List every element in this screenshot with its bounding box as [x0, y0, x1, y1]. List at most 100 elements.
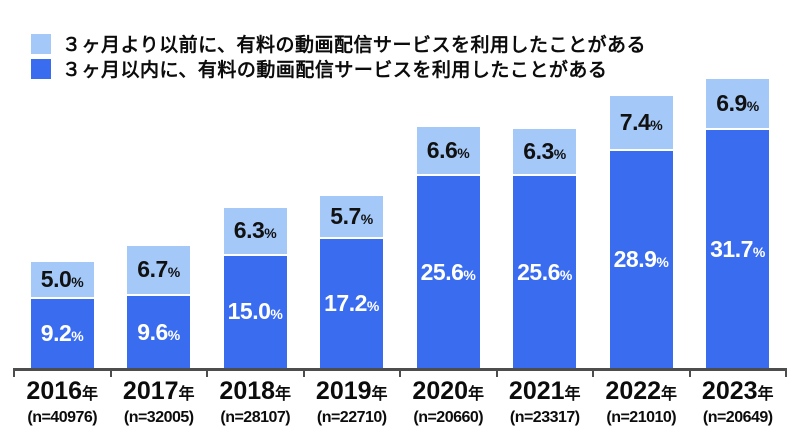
segment-recent-2019: 17.2%	[320, 239, 384, 368]
bar-zone-2020: 6.6% 25.6%	[400, 0, 497, 368]
legend-item-recent: ３ヶ月以内に、有料の動画配信サービスを利用したことがある	[31, 56, 646, 81]
year-suffix: 年	[178, 386, 195, 403]
segment-recent-2022: 28.9%	[609, 151, 673, 368]
segment-recent-2018: 15.0%	[223, 255, 287, 368]
sample-size-label-2023: (n=20649)	[702, 409, 773, 426]
percent-sign: %	[264, 225, 277, 242]
year-suffix: 年	[661, 386, 678, 403]
value-label-past-2020: 6.6%	[426, 136, 470, 163]
sample-size-label-2018: (n=28107)	[220, 409, 291, 426]
segment-recent-2017: 9.6%	[127, 296, 191, 368]
percent-sign: %	[167, 326, 181, 343]
stacked-bar-2016: 5.0% 9.2%	[30, 261, 94, 368]
stacked-bar-2022: 7.4% 28.9%	[609, 95, 673, 368]
percent-sign: %	[71, 328, 84, 344]
sample-size-label-2022: (n=21010)	[606, 409, 677, 426]
value-label-recent-2020: 25.6%	[420, 258, 476, 285]
year-suffix: 年	[757, 386, 774, 403]
bar-column-2019: 5.7% 17.2% 2019年 (n=22710)	[304, 0, 401, 443]
value-label-past-2019: 5.7%	[330, 203, 374, 230]
segment-recent-2023: 31.7%	[706, 130, 770, 368]
bar-column-2023: 6.9% 31.7% 2023年 (n=20649)	[690, 0, 787, 443]
x-axis-label-2023: 2023年	[701, 377, 774, 405]
segment-past-2019: 5.7%	[320, 196, 384, 237]
bar-zone-2021: 6.3% 25.6%	[497, 0, 594, 368]
sample-size-label-2016: (n=40976)	[27, 409, 98, 426]
x-label-zone-2019: 2019年 (n=22710)	[304, 368, 401, 428]
percent-sign: %	[360, 211, 374, 228]
legend-label-past: ３ヶ月より以前に、有料の動画配信サービスを利用したことがある	[62, 35, 647, 56]
segment-recent-2020: 25.6%	[416, 176, 480, 368]
percent-sign: %	[270, 306, 283, 323]
bar-zone-2017: 6.7% 9.6%	[111, 0, 208, 368]
value-label-recent-2017: 9.6%	[137, 318, 181, 345]
x-axis-label-2016: 2016年	[26, 377, 99, 405]
bar-column-2016: 5.0% 9.2% 2016年 (n=40976)	[14, 0, 111, 443]
x-axis-label-2017: 2017年	[122, 377, 195, 405]
bar-column-2018: 6.3% 15.0% 2018年 (n=28107)	[207, 0, 304, 443]
value-label-recent-2016: 9.2%	[40, 320, 84, 346]
x-axis-label-2020: 2020年	[412, 377, 485, 405]
bar-zone-2022: 7.4% 28.9%	[593, 0, 690, 368]
legend-swatch-recent-icon	[31, 58, 51, 79]
x-label-zone-2017: 2017年 (n=32005)	[111, 368, 208, 428]
sample-size-label-2020: (n=20660)	[413, 409, 484, 426]
legend-label-recent: ３ヶ月以内に、有料の動画配信サービスを利用したことがある	[62, 60, 608, 81]
value-label-past-2022: 7.4%	[619, 109, 663, 135]
percent-sign: %	[71, 273, 84, 290]
stacked-bar-2021: 6.3% 25.6%	[513, 128, 577, 368]
segment-past-2021: 6.3%	[513, 128, 577, 174]
segment-past-2016: 5.0%	[30, 261, 94, 297]
x-label-zone-2021: 2021年 (n=23317)	[497, 368, 594, 428]
year-suffix: 年	[371, 386, 388, 403]
x-axis-label-2021: 2021年	[508, 377, 581, 405]
segment-past-2023: 6.9%	[706, 78, 770, 129]
percent-sign: %	[463, 266, 476, 283]
legend: ３ヶ月より以前に、有料の動画配信サービスを利用したことがある ３ヶ月以内に、有料…	[31, 31, 646, 81]
sample-size-label-2021: (n=23317)	[509, 409, 580, 426]
stacked-bar-2019: 5.7% 17.2%	[320, 196, 384, 368]
segment-past-2020: 6.6%	[416, 126, 480, 174]
bar-column-2021: 6.3% 25.6% 2021年 (n=23317)	[497, 0, 594, 443]
legend-item-past: ３ヶ月より以前に、有料の動画配信サービスを利用したことがある	[31, 31, 646, 56]
segment-recent-2021: 25.6%	[513, 176, 577, 368]
percent-sign: %	[559, 266, 573, 283]
percent-sign: %	[167, 264, 181, 281]
year-suffix: 年	[82, 386, 99, 403]
stacked-bar-2023: 6.9% 31.7%	[706, 78, 770, 368]
value-label-past-2023: 6.9%	[716, 89, 760, 116]
bar-zone-2018: 6.3% 15.0%	[207, 0, 304, 368]
stacked-bar-2017: 6.7% 9.6%	[127, 245, 191, 368]
percent-sign: %	[366, 298, 380, 314]
sample-size-label-2019: (n=22710)	[316, 409, 387, 426]
bar-zone-2019: 5.7% 17.2%	[304, 0, 401, 368]
bar-zone-2016: 5.0% 9.2%	[14, 0, 111, 368]
bar-zone-2023: 6.9% 31.7%	[690, 0, 787, 368]
value-label-past-2016: 5.0%	[40, 265, 84, 292]
x-label-zone-2018: 2018年 (n=28107)	[207, 368, 304, 428]
value-label-recent-2018: 15.0%	[227, 298, 283, 325]
x-label-zone-2020: 2020年 (n=20660)	[400, 368, 497, 428]
year-suffix: 年	[468, 386, 485, 403]
value-label-recent-2021: 25.6%	[517, 258, 573, 285]
percent-sign: %	[656, 254, 669, 271]
legend-swatch-past-icon	[31, 33, 51, 54]
x-label-zone-2022: 2022年 (n=21010)	[593, 368, 690, 428]
bar-column-2022: 7.4% 28.9% 2022年 (n=21010)	[593, 0, 690, 443]
segment-past-2018: 6.3%	[223, 208, 287, 254]
x-label-zone-2016: 2016年 (n=40976)	[14, 368, 111, 428]
value-label-past-2017: 6.7%	[137, 256, 181, 283]
value-label-recent-2023: 31.7%	[710, 235, 766, 262]
x-label-zone-2023: 2023年 (n=20649)	[690, 368, 787, 428]
stacked-bar-2018: 6.3% 15.0%	[223, 208, 287, 368]
percent-sign: %	[553, 145, 567, 162]
value-label-past-2018: 6.3%	[233, 217, 277, 244]
percent-sign: %	[752, 243, 766, 260]
bar-column-2017: 6.7% 9.6% 2017年 (n=32005)	[111, 0, 208, 443]
percent-sign: %	[746, 97, 760, 114]
x-axis-label-2018: 2018年	[219, 377, 292, 405]
sample-size-label-2017: (n=32005)	[123, 409, 194, 426]
segment-past-2022: 7.4%	[609, 95, 673, 150]
percent-sign: %	[457, 144, 470, 161]
